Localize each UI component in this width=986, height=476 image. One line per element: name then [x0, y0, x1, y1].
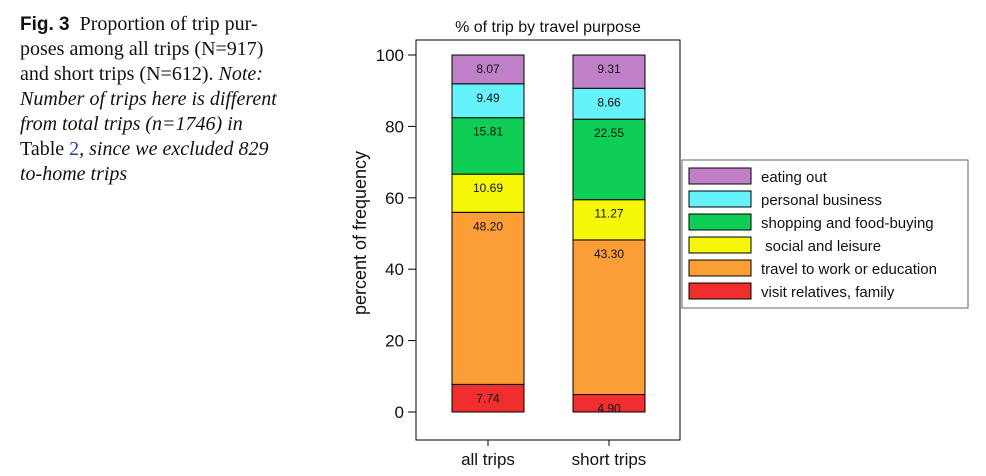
- bar-segment: [451, 83, 525, 119]
- data-label: 48.20: [473, 219, 503, 233]
- legend-label: travel to work or education: [761, 261, 937, 278]
- y-tick-label: 0: [395, 403, 404, 422]
- data-label: 8.66: [597, 95, 621, 109]
- bar-stacks: 7.74 48.20 10.69 15.81 9.49 8.07 4.90 43.30 11.2…: [451, 54, 646, 416]
- caption-line-3: and short trips (N=612).: [20, 63, 219, 85]
- x-axis-ticks: all trips short trips: [461, 440, 646, 469]
- bar-segment: [572, 199, 646, 241]
- bar-segment: [451, 383, 525, 413]
- y-axis-ticks: 0 20 40 60 80 100: [376, 46, 416, 422]
- data-label: 11.27: [594, 207, 623, 221]
- table-reference-link[interactable]: 2: [69, 138, 80, 160]
- x-tick-label: short trips: [572, 450, 647, 469]
- caption-line-6-end: , since we excluded 829: [79, 138, 269, 160]
- caption-note-label: Note:: [218, 63, 263, 85]
- legend: eating out personal business shopping and …: [681, 159, 969, 309]
- bar-segment: [572, 239, 646, 396]
- figure-label: Fig. 3: [20, 14, 70, 35]
- bar-segment: [572, 87, 646, 120]
- y-axis-title: percent of frequency: [350, 151, 370, 315]
- bar-segment: [572, 118, 646, 201]
- data-label: 8.07: [476, 62, 500, 76]
- y-tick-label: 80: [385, 117, 404, 136]
- data-label: 9.31: [597, 62, 621, 76]
- legend-label: shopping and food-buying: [761, 215, 934, 232]
- bar-segment: [572, 54, 646, 89]
- y-tick-label: 100: [376, 46, 404, 65]
- y-tick-label: 20: [385, 332, 404, 351]
- figure-caption: Fig. 3 Proportion of trip pur- poses amo…: [20, 12, 320, 187]
- caption-line-7: to-home trips: [20, 163, 128, 185]
- legend-swatch: [688, 259, 752, 277]
- caption-line-5: from total trips (n=1746) in: [20, 113, 243, 135]
- x-tick-label: all trips: [461, 450, 515, 469]
- legend-swatch: [688, 236, 752, 254]
- legend-swatch: [688, 213, 752, 231]
- y-tick-label: 60: [385, 189, 404, 208]
- caption-line-2: poses among all trips (N=917): [20, 38, 264, 60]
- legend-swatch: [688, 167, 752, 185]
- legend-label: social and leisure: [761, 238, 881, 255]
- data-label: 43.30: [594, 247, 624, 261]
- data-label: 15.81: [473, 125, 503, 139]
- caption-line-4: Number of trips here is different: [20, 88, 277, 110]
- data-label: 22.55: [594, 126, 624, 140]
- data-label: 7.74: [476, 391, 500, 405]
- legend-label: eating out: [761, 169, 828, 186]
- y-tick-label: 40: [385, 260, 404, 279]
- legend-swatch: [688, 282, 752, 300]
- data-label: 4.90: [597, 402, 621, 416]
- bar-segment: [451, 54, 525, 85]
- legend-label: personal business: [761, 192, 882, 209]
- caption-line-6-start: Table: [20, 138, 70, 160]
- legend-label: visit relatives, family: [761, 284, 895, 301]
- data-label: 10.69: [473, 181, 503, 195]
- caption-line-1: Proportion of trip pur-: [79, 13, 258, 35]
- bar-segment: [451, 211, 525, 385]
- chart-title: % of trip by travel purpose: [455, 19, 641, 36]
- legend-swatch: [688, 190, 752, 208]
- data-label: 9.49: [476, 91, 500, 105]
